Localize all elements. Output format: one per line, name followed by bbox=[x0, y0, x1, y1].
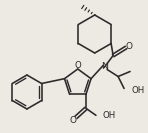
Text: O: O bbox=[70, 116, 77, 125]
Text: O: O bbox=[74, 61, 81, 70]
Text: OH: OH bbox=[103, 111, 116, 120]
Text: N: N bbox=[101, 62, 108, 71]
Text: OH: OH bbox=[131, 86, 144, 95]
Text: O: O bbox=[126, 42, 133, 51]
